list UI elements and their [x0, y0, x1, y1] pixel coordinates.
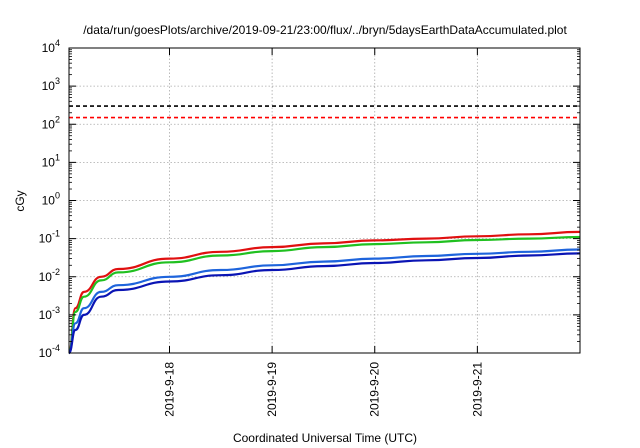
series-line — [67, 235, 581, 355]
y-tick-label: 10-2 — [39, 267, 60, 284]
x-tick-label: 2019-9-19 — [265, 362, 279, 417]
y-tick-label: 103 — [42, 76, 60, 93]
y-axis-label: cGy — [13, 190, 27, 211]
series-line — [67, 230, 581, 355]
axis-ticks: 10-4 10-3 10-2 10-1 100 101 102 103 104 2019-9-18… — [39, 38, 580, 417]
y-tick-label: 104 — [42, 38, 60, 55]
reference-lines — [69, 105, 580, 119]
x-axis-label: Coordinated Universal Time (UTC) — [233, 431, 417, 445]
x-tick-label: 2019-9-21 — [470, 362, 484, 417]
y-tick-label: 101 — [42, 152, 60, 169]
grid-lines — [69, 48, 580, 353]
series-line — [67, 248, 581, 355]
y-tick-label: 10-3 — [39, 305, 60, 322]
series-lines — [67, 230, 581, 355]
y-tick-label: 10-1 — [39, 229, 60, 246]
y-tick-label: 10-4 — [39, 343, 60, 360]
x-tick-label: 2019-9-20 — [368, 362, 382, 417]
y-tick-label: 100 — [42, 191, 60, 208]
chart-title: /data/run/goesPlots/archive/2019-09-21/2… — [83, 23, 567, 37]
x-tick-label: 2019-9-18 — [162, 362, 176, 417]
y-tick-label: 102 — [42, 114, 60, 131]
series-line — [67, 252, 581, 355]
